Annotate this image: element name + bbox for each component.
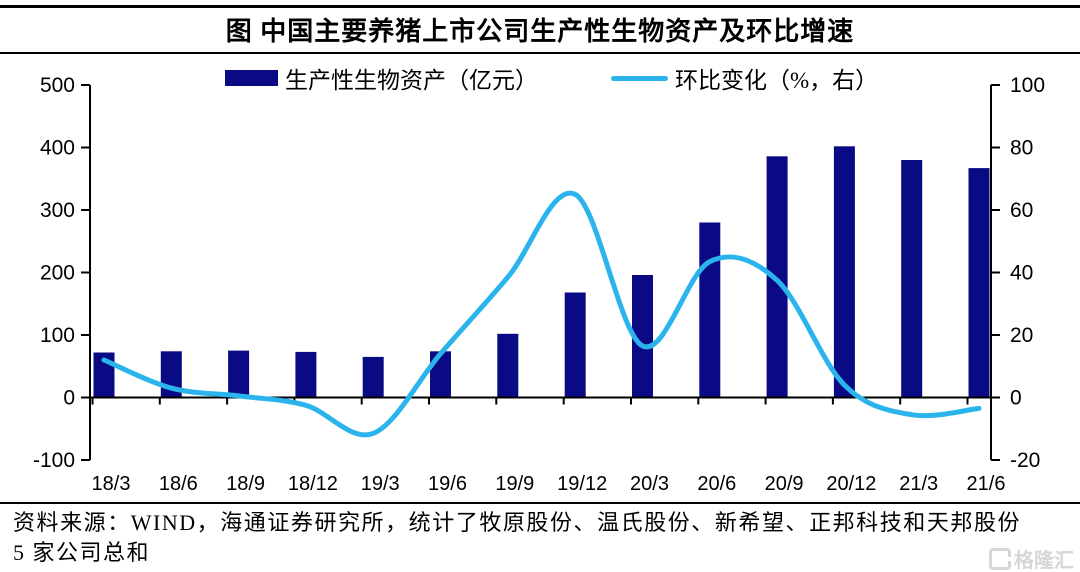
bar-21/3 <box>901 160 923 398</box>
bar-19/3 <box>362 356 384 398</box>
x-axis-label: 18/3 <box>92 473 131 495</box>
watermark-brand-text: 格隆汇 <box>1014 550 1074 572</box>
legend-bar-swatch <box>225 70 278 86</box>
x-axis-label: 19/9 <box>495 473 534 495</box>
legend-bar-label: 生产性生物资产（亿元） <box>285 68 538 93</box>
x-axis-label: 20/6 <box>697 473 736 495</box>
x-axis-label: 18/6 <box>159 473 198 495</box>
right-axis-label: 40 <box>1010 262 1033 285</box>
right-axis-label: 60 <box>1010 199 1033 222</box>
left-axis-label: 200 <box>40 262 75 285</box>
x-axis-label: 20/3 <box>630 473 669 495</box>
legend-line-swatch <box>611 75 668 81</box>
legend-line-label: 环比变化（%，右） <box>675 68 879 93</box>
chart-title: 图 中国主要养猪上市公司生产性生物资产及环比增速 <box>225 17 855 46</box>
right-axis-label: -20 <box>1010 449 1040 472</box>
x-axis-label: 20/12 <box>826 473 876 495</box>
left-axis-label: 0 <box>63 387 75 410</box>
x-axis-label: 21/6 <box>967 473 1006 495</box>
left-axis-label: 300 <box>40 199 75 222</box>
x-axis-label: 19/6 <box>428 473 467 495</box>
x-axis-label: 18/9 <box>226 473 265 495</box>
source-note: 资料来源：WIND，海通证券研究所，统计了牧原股份、温氏股份、新希望、正邦科技和… <box>13 510 1021 565</box>
left-axis-label: 100 <box>40 324 75 347</box>
x-axis-label: 19/12 <box>557 473 607 495</box>
left-axis-label: 400 <box>40 137 75 160</box>
gelonghui-watermark: 格隆汇 <box>989 544 1074 572</box>
left-axis-label: 500 <box>40 74 75 97</box>
legend: 生产性生物资产（亿元） 环比变化（%，右） <box>225 61 878 95</box>
bar-18/12 <box>295 351 317 398</box>
qoq-growth-line <box>101 190 982 438</box>
right-axis-label: 0 <box>1010 387 1022 410</box>
bar-21/6 <box>968 168 990 398</box>
bar-18/9 <box>228 350 250 398</box>
gelonghui-g-icon <box>989 547 1011 570</box>
bar-19/12 <box>564 292 586 398</box>
bar-20/12 <box>833 146 855 398</box>
title-divider-rule <box>0 52 1080 54</box>
bar-19/6 <box>430 351 451 398</box>
right-axis-label: 20 <box>1010 324 1033 347</box>
x-axis-label: 19/3 <box>361 473 400 495</box>
x-axis-label: 20/9 <box>765 473 804 495</box>
bar-20/6 <box>699 222 721 398</box>
left-axis-label: -100 <box>33 449 75 472</box>
right-axis-label: 80 <box>1010 137 1033 160</box>
bar-20/3 <box>632 275 653 398</box>
top-border-rule <box>0 5 1080 8</box>
x-axis-label: 18/12 <box>288 473 338 495</box>
bar-19/9 <box>497 333 519 398</box>
source-divider-rule <box>0 502 1080 504</box>
x-axis-label: 21/3 <box>899 473 938 495</box>
right-axis-label: 100 <box>1010 74 1045 97</box>
